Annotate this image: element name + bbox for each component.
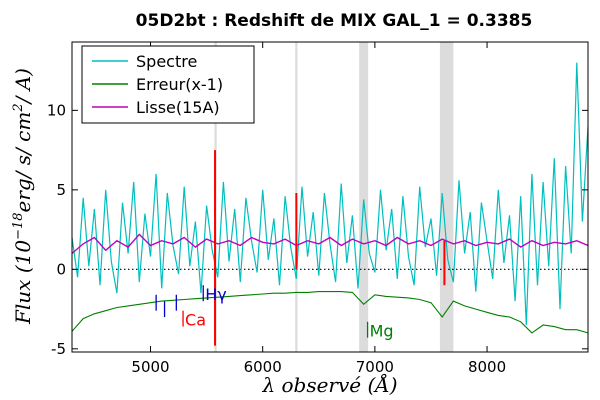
series-line-2 [72, 233, 588, 254]
legend: Spectre Erreur(x-1) Lisse(15A) [81, 45, 255, 124]
x-tick-label-3: 8000 [468, 358, 506, 376]
shaded-band-2 [359, 42, 369, 352]
line-markers: Hγ Ca Mg [155, 285, 394, 341]
legend-entry-0: Spectre [136, 52, 197, 71]
series-line-0 [72, 62, 588, 326]
y-axis-label: Flux (10−18erg/ s/ cm2/ A) [11, 68, 35, 325]
shaded-band-3 [439, 42, 454, 352]
y-tick-label-2: 5 [56, 181, 66, 199]
chart-title: 05D2bt : Redshift de MIX GAL_1 = 0.3385 [136, 11, 533, 31]
legend-entry-2: Lisse(15A) [136, 98, 220, 117]
x-tick-label-2: 7000 [356, 358, 394, 376]
series-line-1 [72, 291, 588, 334]
y-tick-label-1: 0 [56, 260, 66, 278]
x-tick-label-1: 6000 [244, 358, 282, 376]
y-tick-label-3: 10 [47, 101, 66, 119]
line-marker-label-3: Hγ [205, 285, 227, 304]
plot-frame [71, 41, 589, 353]
series-lines [72, 62, 588, 334]
y-axis-ticks: -5 0 5 10 [47, 101, 588, 358]
line-marker-label-4: Ca [185, 311, 206, 330]
legend-entry-1: Erreur(x-1) [136, 75, 223, 94]
legend-box [81, 45, 255, 124]
x-axis-label: λ observé (Å) [261, 372, 397, 397]
y-tick-label-0: -5 [51, 340, 66, 358]
emission-features [214, 150, 446, 346]
line-marker-label-5: Mg [370, 322, 394, 341]
x-tick-label-0: 5000 [131, 358, 169, 376]
